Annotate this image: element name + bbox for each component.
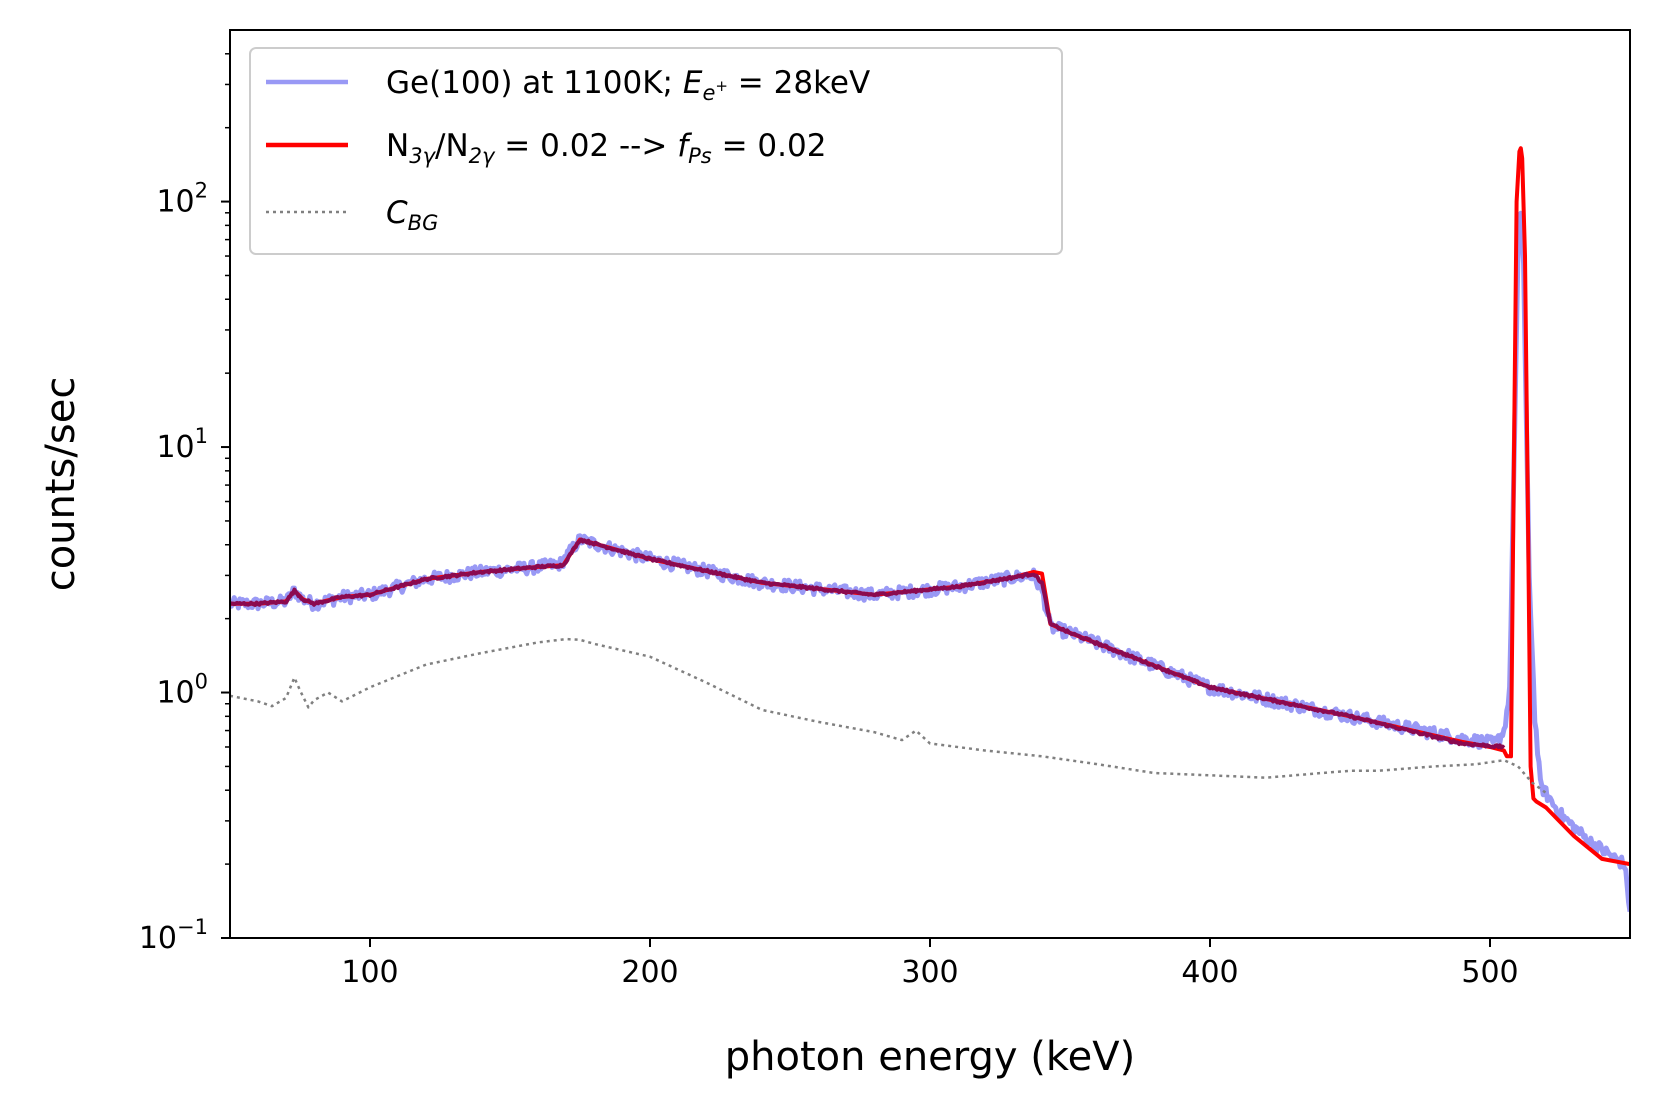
x-axis-title: photon energy (keV) <box>725 1034 1135 1080</box>
x-tick-label: 200 <box>621 955 678 990</box>
x-tick-label: 300 <box>901 955 958 990</box>
y-axis-title: counts/sec <box>38 377 84 592</box>
y-axis: 10−1 100 101 102 <box>139 53 230 956</box>
x-tick-label: 100 <box>341 955 398 990</box>
y-tick-label: 102 <box>156 179 208 220</box>
y-tick-label: 100 <box>156 670 208 711</box>
legend: Ge(100) at 1100K; Ee+ = 28keV N3γ/N2γ = 0… <box>249 47 1063 255</box>
series-background-line <box>230 637 1547 794</box>
x-axis: 100 200 300 400 500 <box>341 938 1519 990</box>
legend-background-label: CBG <box>386 195 438 235</box>
series-overlap-line <box>230 537 1506 750</box>
y-tick-label: 10−1 <box>139 915 208 956</box>
y-tick-label: 101 <box>156 424 208 465</box>
series-layer <box>230 146 1630 912</box>
x-tick-label: 500 <box>1461 955 1518 990</box>
legend-frame <box>249 47 1063 255</box>
legend-fit-label: N3γ/N2γ = 0.02 --> fPs = 0.02 <box>386 128 826 168</box>
legend-measured-label: Ge(100) at 1100K; Ee+ = 28keV <box>386 65 870 105</box>
x-tick-label: 400 <box>1181 955 1238 990</box>
